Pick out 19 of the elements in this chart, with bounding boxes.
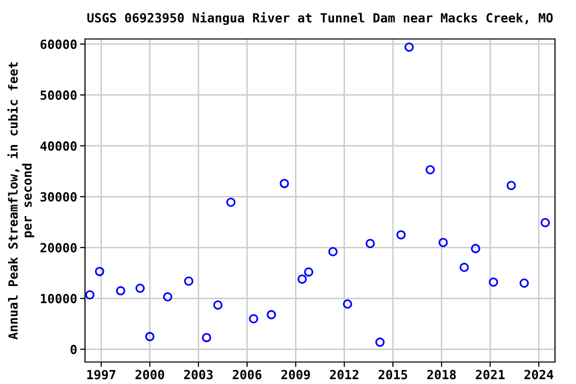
x-tick-label: 2009 — [281, 370, 310, 380]
x-tick-label: 2015 — [378, 370, 408, 380]
y-tick-label: 40000 — [40, 141, 77, 151]
y-tick-label: 30000 — [40, 192, 77, 202]
chart-title: USGS 06923950 Niangua River at Tunnel Dam near Macks Creek, MO — [87, 12, 553, 25]
x-tick-label: 2021 — [476, 370, 505, 380]
x-tick-label: 2003 — [184, 370, 213, 380]
x-tick-label: 2000 — [135, 370, 164, 380]
x-tick-label: 2006 — [232, 370, 262, 380]
y-tick-label: 50000 — [40, 90, 77, 100]
x-tick-label: 2018 — [427, 370, 456, 380]
x-tick-label: 2024 — [524, 370, 554, 380]
y-tick-label: 10000 — [40, 294, 77, 304]
y-axis-title: Annual Peak Streamflow, in cubic feet per second — [7, 62, 34, 340]
y-tick-label: 20000 — [40, 243, 77, 252]
x-tick-label: 1997 — [87, 370, 116, 380]
x-tick-label: 2012 — [330, 370, 358, 380]
y-tick-label: 60000 — [40, 40, 77, 50]
y-tick-label: 0 — [70, 344, 77, 354]
